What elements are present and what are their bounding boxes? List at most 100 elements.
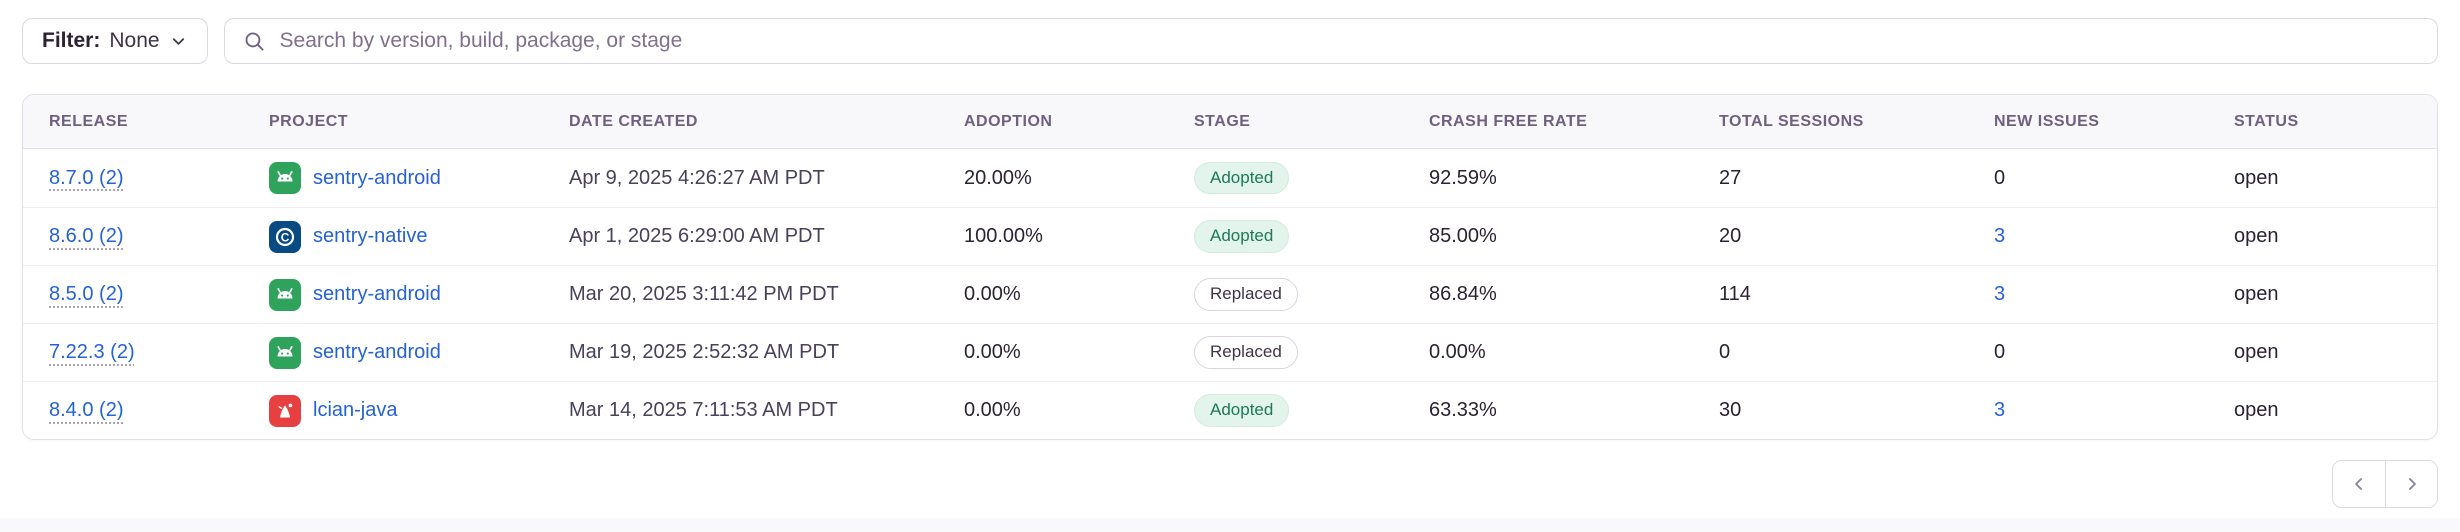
total-sessions-cell: 114: [1719, 283, 1751, 305]
new-issues-cell: 3: [1968, 283, 2208, 306]
total-sessions-cell: 20: [1719, 225, 1742, 247]
table-body: 8.7.0 (2) sentry-android Apr 9, 2025 4:2…: [23, 149, 2437, 439]
release-cell: 8.5.0 (2): [23, 283, 243, 306]
crash-free-rate-cell: 63.33%: [1429, 399, 1497, 421]
new-issues-value[interactable]: 3: [1994, 399, 2006, 421]
column-header-total-sessions: TOTAL SESSIONS: [1719, 112, 1864, 130]
total-sessions-cell: 30: [1719, 399, 1742, 421]
new-issues-value: 0: [1994, 341, 2006, 363]
stage-badge: Adopted: [1194, 161, 1290, 195]
search-bar[interactable]: [223, 18, 2438, 64]
android-icon: [269, 336, 301, 369]
adoption-cell: 0.00%: [964, 399, 1021, 421]
adoption-cell: 0.00%: [964, 283, 1021, 305]
stage-cell: Replaced: [1168, 336, 1403, 369]
chevron-left-icon: [2349, 474, 2369, 494]
c-icon: C: [269, 220, 301, 253]
column-header-status: STATUS: [2234, 112, 2299, 130]
table-header-row: RELEASE PROJECT DATE CREATED ADOPTION ST…: [23, 95, 2437, 149]
release-cell: 8.7.0 (2): [23, 167, 243, 190]
new-issues-value[interactable]: 3: [1994, 283, 2006, 305]
date-created-cell: Apr 1, 2025 6:29:00 AM PDT: [569, 225, 825, 247]
new-issues-cell: 0: [1968, 341, 2208, 364]
android-icon: [269, 278, 301, 311]
status-cell: open: [2234, 283, 2279, 305]
toolbar: Filter: None: [22, 18, 2438, 64]
pagination: [22, 460, 2438, 508]
status-cell: open: [2234, 399, 2279, 421]
release-link[interactable]: 8.5.0 (2): [49, 283, 124, 305]
release-link[interactable]: 8.4.0 (2): [49, 399, 124, 421]
release-link[interactable]: 7.22.3 (2): [49, 341, 135, 363]
page-bottom-strip: [0, 518, 2460, 532]
column-header-stage: STAGE: [1194, 112, 1251, 130]
android-icon: [269, 162, 301, 194]
new-issues-cell: 3: [1968, 225, 2208, 248]
project-link[interactable]: sentry-android: [313, 166, 441, 189]
project-cell: lcian-java: [243, 394, 543, 427]
release-link[interactable]: 8.6.0 (2): [49, 225, 124, 247]
table-row: 8.7.0 (2) sentry-android Apr 9, 2025 4:2…: [23, 149, 2437, 207]
crash-free-rate-cell: 86.84%: [1429, 283, 1497, 305]
new-issues-value[interactable]: 3: [1994, 225, 2006, 247]
status-cell: open: [2234, 341, 2279, 363]
releases-table: RELEASE PROJECT DATE CREATED ADOPTION ST…: [22, 94, 2438, 440]
date-created-cell: Apr 9, 2025 4:26:27 AM PDT: [569, 166, 825, 189]
column-header-project: PROJECT: [269, 112, 349, 130]
svg-text:C: C: [281, 230, 290, 244]
adoption-cell: 20.00%: [964, 166, 1032, 189]
stage-cell: Adopted: [1168, 394, 1403, 427]
new-issues-cell: 3: [1968, 399, 2208, 422]
project-cell: C sentry-native: [243, 220, 543, 253]
filter-value: None: [109, 29, 160, 52]
table-row: 8.6.0 (2) C sentry-native Apr 1, 2025 6:…: [23, 207, 2437, 265]
stage-badge: Replaced: [1194, 278, 1298, 311]
adoption-cell: 0.00%: [964, 341, 1021, 363]
previous-page-button[interactable]: [2333, 461, 2385, 507]
adoption-cell: 100.00%: [964, 225, 1043, 247]
table-row: 7.22.3 (2) sentry-android Mar 19, 2025 2…: [23, 323, 2437, 381]
total-sessions-cell: 0: [1719, 341, 1731, 363]
column-header-crash-free-rate: CRASH FREE RATE: [1429, 112, 1588, 130]
column-header-new-issues: NEW ISSUES: [1994, 112, 2100, 130]
next-page-button[interactable]: [2385, 461, 2437, 507]
stage-badge: Adopted: [1194, 394, 1290, 427]
project-link[interactable]: lcian-java: [313, 399, 398, 421]
column-header-adoption: ADOPTION: [964, 112, 1053, 130]
new-issues-value: 0: [1994, 166, 2006, 189]
crash-free-rate-cell: 92.59%: [1429, 166, 1497, 189]
crash-free-rate-cell: 0.00%: [1429, 341, 1486, 363]
crash-free-rate-cell: 85.00%: [1429, 225, 1497, 247]
total-sessions-cell: 27: [1719, 166, 1742, 189]
stage-cell: Adopted: [1168, 220, 1403, 253]
pager-button-group: [2332, 460, 2438, 508]
chevron-down-icon: [169, 32, 188, 51]
date-created-cell: Mar 14, 2025 7:11:53 AM PDT: [569, 399, 838, 421]
new-issues-cell: 0: [1968, 167, 2208, 190]
release-cell: 7.22.3 (2): [23, 341, 243, 364]
table-row: 8.4.0 (2) lcian-java Mar 14, 2025 7:11:5…: [23, 381, 2437, 439]
project-link[interactable]: sentry-android: [313, 341, 441, 363]
status-cell: open: [2234, 225, 2279, 247]
date-created-cell: Mar 20, 2025 3:11:42 PM PDT: [569, 283, 839, 305]
project-link[interactable]: sentry-native: [313, 225, 428, 247]
java-icon: [269, 394, 301, 427]
stage-cell: Adopted: [1168, 161, 1403, 195]
filter-label: Filter:: [42, 29, 101, 52]
project-cell: sentry-android: [243, 336, 543, 369]
table-row: 8.5.0 (2) sentry-android Mar 20, 2025 3:…: [23, 265, 2437, 323]
stage-cell: Replaced: [1168, 278, 1403, 311]
search-input[interactable]: [279, 29, 2420, 53]
stage-badge: Replaced: [1194, 336, 1298, 369]
project-cell: sentry-android: [243, 278, 543, 311]
stage-badge: Adopted: [1194, 220, 1290, 253]
status-cell: open: [2234, 166, 2279, 189]
column-header-date-created: DATE CREATED: [569, 112, 698, 130]
release-link[interactable]: 8.7.0 (2): [49, 166, 124, 189]
release-cell: 8.6.0 (2): [23, 225, 243, 248]
project-cell: sentry-android: [243, 162, 543, 194]
search-icon: [242, 29, 267, 54]
column-header-release: RELEASE: [49, 112, 129, 130]
project-link[interactable]: sentry-android: [313, 283, 441, 305]
filter-button[interactable]: Filter: None: [22, 18, 208, 64]
